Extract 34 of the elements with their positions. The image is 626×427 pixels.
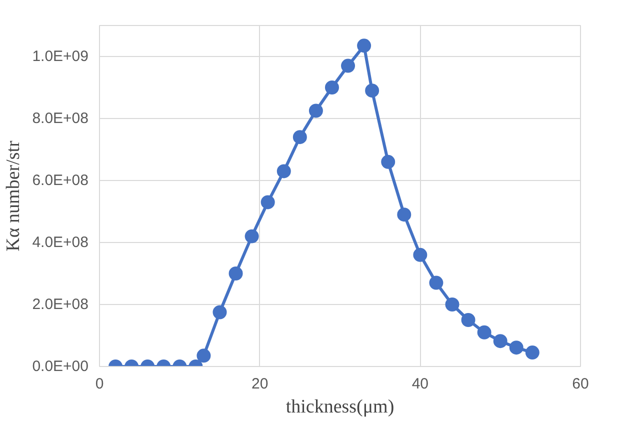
x-tick-label: 40	[412, 376, 429, 392]
y-tick-label: 1.0E+09	[32, 48, 89, 65]
x-tick-label: 0	[95, 376, 104, 392]
x-tick-label: 20	[251, 376, 268, 392]
point	[260, 195, 275, 210]
point	[357, 38, 372, 53]
y-tick-label: 6.0E+08	[32, 172, 89, 189]
point	[196, 348, 211, 363]
point	[324, 80, 339, 94]
y-tick-label: 2.0E+08	[32, 296, 89, 313]
point	[292, 130, 307, 144]
point	[445, 298, 460, 312]
point	[493, 334, 508, 348]
x-axis-title: thickness(μm)	[286, 396, 394, 418]
point	[341, 58, 356, 73]
point	[429, 276, 444, 290]
point	[509, 340, 524, 355]
y-tick-label: 8.0E+08	[32, 110, 89, 127]
y-axis-title: Kα number/str	[3, 140, 24, 252]
y-tick-label: 0.0E+00	[32, 358, 89, 375]
point	[365, 84, 380, 98]
point	[276, 164, 291, 178]
point	[461, 313, 476, 327]
point	[381, 154, 396, 169]
point	[413, 248, 428, 262]
point	[477, 325, 492, 340]
point	[308, 104, 323, 118]
point	[525, 346, 540, 360]
point	[244, 229, 259, 244]
point	[212, 305, 227, 320]
x-tick-label: 60	[572, 376, 589, 392]
y-tick-label: 4.0E+08	[32, 234, 89, 251]
point	[228, 266, 243, 280]
point	[397, 208, 412, 222]
